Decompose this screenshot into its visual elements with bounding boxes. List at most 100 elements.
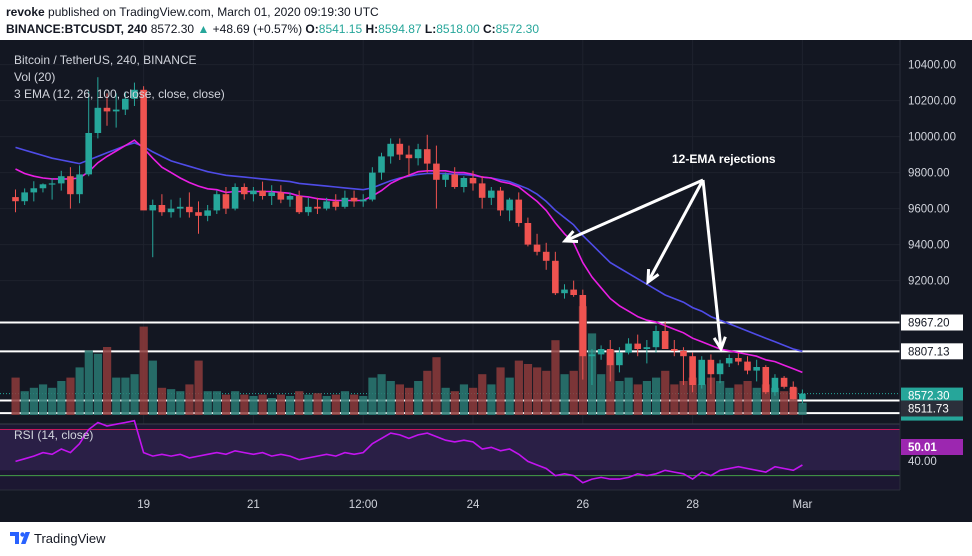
candle-body[interactable] [478,183,486,198]
candle-body[interactable] [771,377,779,393]
candle-body[interactable] [57,176,65,184]
annotation-label[interactable]: 12-EMA rejections [672,152,776,166]
candle-body[interactable] [570,289,577,295]
volume-bar [322,395,331,415]
candle-body[interactable] [753,367,760,371]
candle-body[interactable] [423,149,431,164]
time-tick-label: 21 [247,499,260,511]
candle-body[interactable] [433,163,440,180]
candle-body[interactable] [21,192,28,202]
candle-body[interactable] [195,212,202,216]
candle-body[interactable] [597,349,605,355]
candle-body[interactable] [716,363,724,375]
candle-body[interactable] [12,197,19,202]
candle-body[interactable] [579,295,587,357]
candle-body[interactable] [451,174,458,187]
candle-body[interactable] [222,194,230,209]
candle-body[interactable] [799,393,806,400]
candle-body[interactable] [606,349,614,366]
candle-body[interactable] [140,89,147,211]
candle-body[interactable] [67,176,74,195]
candle-body[interactable] [780,377,788,387]
candle-body[interactable] [405,154,413,159]
candle-body[interactable] [167,208,175,213]
candle-body[interactable] [488,190,495,198]
candle-body[interactable] [378,156,385,173]
candle-body[interactable] [725,358,733,364]
publisher-user[interactable]: revoke [6,5,45,19]
candle-body[interactable] [552,260,559,294]
candle-body[interactable] [314,206,321,209]
candle-body[interactable] [240,187,248,195]
candle-body[interactable] [277,192,285,200]
candle-body[interactable] [661,331,669,349]
tradingview-brand[interactable]: TradingView [34,531,106,546]
candle-body[interactable] [469,178,477,184]
candle-body[interactable] [332,201,340,207]
candle-body[interactable] [460,178,468,187]
candle-body[interactable] [149,205,157,211]
tradingview-logo-icon[interactable] [10,530,30,546]
candle-body[interactable] [707,359,715,375]
candle-body[interactable] [122,98,129,110]
candle-body[interactable] [616,352,623,366]
candle-body[interactable] [735,358,742,362]
candle-body[interactable] [158,205,166,213]
candle-body[interactable] [286,196,294,200]
candle-body[interactable] [369,172,376,200]
candle-body[interactable] [744,361,751,371]
price-axis[interactable]: 10400.00 10200.00 10000.00 9800.00 9600.00 94… [899,40,972,522]
candle-body[interactable] [652,331,660,348]
candle-body[interactable] [533,244,541,252]
candle-body[interactable] [387,143,394,157]
candle-body[interactable] [359,199,367,202]
candle-body[interactable] [231,187,239,209]
candle-body[interactable] [789,386,797,400]
candle-body[interactable] [323,201,330,209]
candle-body[interactable] [414,149,422,159]
candle-body[interactable] [396,143,404,155]
candle-body[interactable] [176,206,184,209]
candle-body[interactable] [689,356,696,385]
candle-body[interactable] [634,343,641,349]
candle-body[interactable] [39,184,47,189]
candle-body[interactable] [305,206,312,213]
price-chart[interactable]: 12-EMA rejections 10400.00 10200.00 10000.… [0,40,972,522]
candle-body[interactable] [103,107,111,112]
candle-body[interactable] [48,183,56,185]
candle-body[interactable] [671,349,678,351]
candle-body[interactable] [112,109,120,112]
candle-body[interactable] [442,174,449,180]
candle-body[interactable] [524,223,532,245]
candles[interactable] [12,77,806,404]
candle-body[interactable] [85,133,92,175]
candle-body[interactable] [643,347,651,349]
candle-body[interactable] [542,251,550,261]
time-axis[interactable]: 19 21 12:00 24 26 28 Mar [0,489,972,522]
candle-body[interactable] [680,350,687,357]
candle-body[interactable] [213,194,221,211]
volume-bar [157,387,167,415]
candle-body[interactable] [350,197,358,202]
candle-body[interactable] [588,354,596,357]
candle-body[interactable] [250,190,257,195]
volume-bar [121,377,130,415]
candle-body[interactable] [259,190,266,196]
candle-body[interactable] [698,359,706,385]
candle-body[interactable] [76,174,83,195]
candle-body[interactable] [506,199,513,211]
annotation-arrows[interactable]: 12-EMA rejections [561,152,776,353]
candle-body[interactable] [94,107,102,133]
candle-body[interactable] [268,192,275,196]
candle-body[interactable] [515,199,523,223]
candle-body[interactable] [131,89,138,99]
candle-body[interactable] [341,197,349,207]
candle-body[interactable] [295,196,303,213]
candle-body[interactable] [561,289,568,294]
candle-body[interactable] [204,210,211,216]
candle-body[interactable] [30,188,38,193]
candle-body[interactable] [497,190,504,211]
candle-body[interactable] [625,343,632,353]
candle-body[interactable] [186,206,193,213]
candle-body[interactable] [762,367,770,393]
